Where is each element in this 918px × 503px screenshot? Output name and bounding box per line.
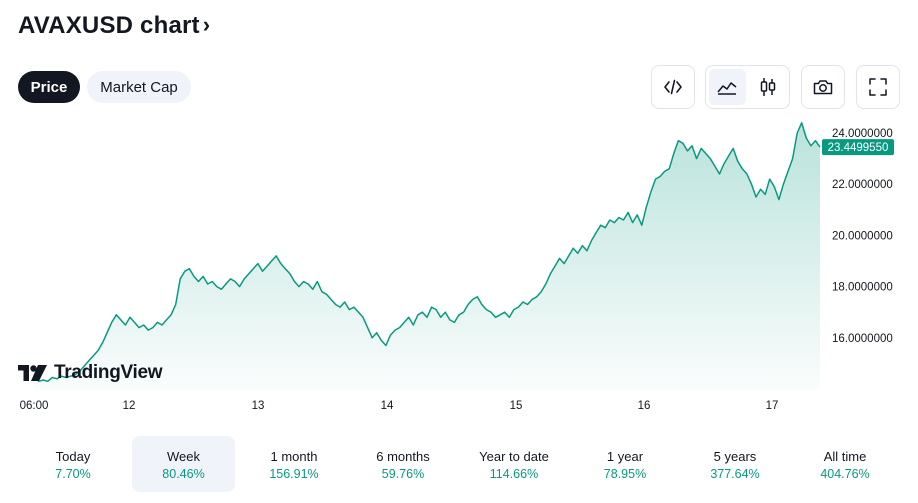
period-change: 80.46% — [162, 467, 205, 481]
period-today[interactable]: Today 7.70% — [14, 436, 132, 492]
period-label: 5 years — [713, 449, 757, 464]
period-change: 377.64% — [710, 467, 760, 481]
period-change: 404.76% — [820, 467, 870, 481]
tradingview-logo[interactable]: TradingView — [18, 362, 163, 384]
period-change: 59.76% — [381, 467, 425, 481]
period-label: 6 months — [376, 449, 430, 464]
x-tick-label: 15 — [510, 400, 523, 412]
period-1-month[interactable]: 1 month 156.91% — [240, 436, 348, 492]
chevron-right-icon: › — [202, 12, 211, 37]
x-tick-label: 12 — [123, 400, 136, 412]
tab-market-cap[interactable]: Market Cap — [87, 71, 191, 103]
price-chart[interactable]: 24.0000000 22.0000000 20.0000000 18.0000000… — [0, 118, 918, 418]
x-tick-label: 14 — [381, 400, 394, 412]
y-tick-label: 20.0000000 — [832, 230, 893, 242]
period-label: 1 month — [270, 449, 318, 464]
period-week[interactable]: Week 80.46% — [132, 436, 235, 492]
chart-style-toggle — [705, 65, 790, 109]
y-tick-label: 24.0000000 — [832, 128, 893, 140]
period-year-to-date[interactable]: Year to date 114.66% — [458, 436, 570, 492]
candles-chart-button[interactable] — [750, 69, 787, 105]
camera-icon — [813, 80, 833, 95]
period-label: Year to date — [479, 449, 549, 464]
period-label: Today — [55, 449, 91, 464]
fullscreen-button[interactable] — [856, 65, 900, 109]
chart-title-link[interactable]: AVAXUSD chart › — [18, 12, 210, 40]
period-label: All time — [823, 449, 867, 464]
period-6-months[interactable]: 6 months 59.76% — [348, 436, 458, 492]
tradingview-logo-text: TradingView — [54, 362, 163, 383]
chart-title: AVAXUSD chart — [18, 12, 200, 39]
snapshot-button[interactable] — [801, 65, 845, 109]
tab-price[interactable]: Price — [18, 71, 80, 103]
y-tick-label: 18.0000000 — [832, 282, 893, 294]
area-chart-button[interactable] — [709, 69, 746, 105]
period-label: Week — [167, 449, 200, 464]
last-price-label: 23.4499550 — [828, 142, 889, 154]
last-price-badge — [822, 139, 894, 156]
period-5-years[interactable]: 5 years 377.64% — [680, 436, 790, 492]
period-change: 114.66% — [489, 467, 539, 481]
period-all-time[interactable]: All time 404.76% — [790, 436, 900, 492]
fullscreen-icon — [869, 78, 887, 96]
y-tick-label: 22.0000000 — [832, 179, 893, 191]
area-chart-icon — [717, 82, 737, 95]
x-tick-label: 06:00 — [20, 400, 49, 412]
embed-button[interactable] — [651, 65, 695, 109]
price-area-fill — [34, 122, 820, 391]
code-icon — [664, 79, 682, 95]
period-change: 7.70% — [55, 467, 91, 481]
period-change: 78.95% — [603, 467, 647, 481]
price-line — [33, 122, 821, 383]
x-tick-label: 17 — [766, 400, 779, 412]
y-tick-label: 16.0000000 — [832, 333, 893, 345]
period-1-year[interactable]: 1 year 78.95% — [570, 436, 680, 492]
x-tick-label: 16 — [638, 400, 651, 412]
candlestick-icon — [760, 78, 775, 96]
period-label: 1 year — [606, 449, 644, 464]
period-change: 156.91% — [269, 467, 319, 481]
tradingview-logo-icon — [18, 365, 47, 381]
period-performance-bar: Today 7.70% Week 80.46% 1 month 156.91% … — [0, 436, 918, 492]
x-tick-label: 13 — [252, 400, 265, 412]
